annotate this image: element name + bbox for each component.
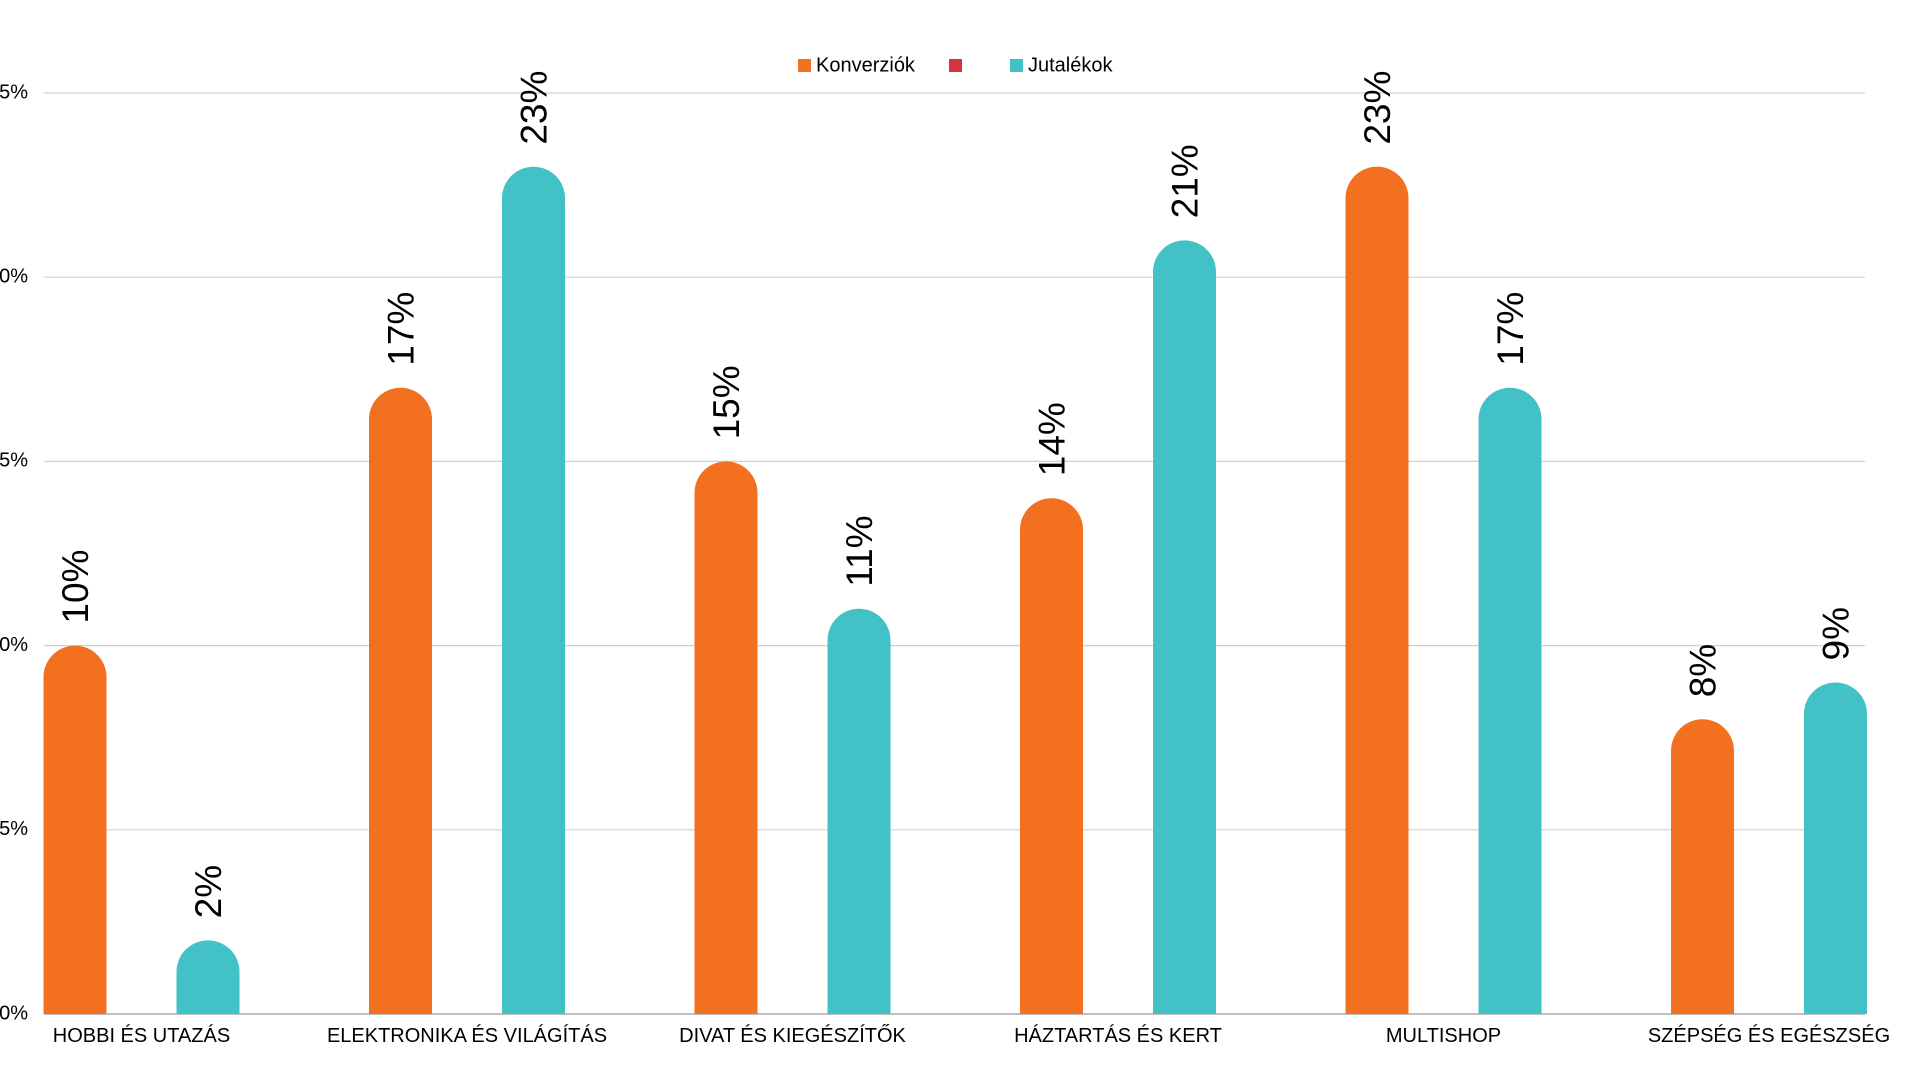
y-tick-label: 0% bbox=[0, 1002, 28, 1024]
value-label: 14% bbox=[1032, 402, 1073, 476]
y-tick-label: 10% bbox=[0, 634, 28, 656]
legend-swatch bbox=[798, 59, 811, 72]
value-label: 11% bbox=[839, 515, 880, 586]
value-label: 17% bbox=[381, 292, 422, 366]
x-tick-label: HOBBI ÉS UTAZÁS bbox=[53, 1024, 230, 1047]
legend-label: Konverziók bbox=[816, 54, 916, 76]
bar bbox=[1020, 498, 1083, 1014]
value-label: 10% bbox=[55, 550, 96, 624]
value-label: 15% bbox=[706, 365, 747, 439]
value-label: 17% bbox=[1490, 292, 1531, 366]
legend-swatch bbox=[1010, 59, 1023, 72]
bar bbox=[369, 387, 432, 1015]
bar bbox=[1153, 240, 1216, 1015]
bar bbox=[827, 608, 891, 1014]
y-tick-label: 20% bbox=[0, 265, 28, 287]
x-tick-label: MULTISHOP bbox=[1386, 1025, 1501, 1047]
legend-swatch bbox=[949, 59, 962, 72]
value-label: 23% bbox=[514, 71, 555, 145]
bar bbox=[176, 940, 240, 1014]
bar bbox=[1478, 387, 1542, 1015]
x-tick-label: HÁZTARTÁS ÉS KERT bbox=[1014, 1024, 1222, 1047]
value-label: 2% bbox=[188, 865, 229, 918]
bar bbox=[1671, 719, 1734, 1014]
x-tick-label: DIVAT ÉS KIEGÉSZÍTŐK bbox=[679, 1024, 906, 1047]
bar bbox=[43, 645, 107, 1014]
value-label: 21% bbox=[1165, 144, 1206, 218]
x-tick-label: ELEKTRONIKA ÉS VILÁGÍTÁS bbox=[327, 1024, 607, 1047]
value-label: 8% bbox=[1683, 644, 1724, 697]
bar bbox=[1804, 682, 1867, 1014]
bar bbox=[502, 166, 565, 1014]
value-label: 23% bbox=[1357, 71, 1398, 145]
bar bbox=[1345, 166, 1409, 1014]
y-tick-label: 5% bbox=[0, 818, 28, 840]
value-label: 9% bbox=[1816, 607, 1857, 660]
y-tick-label: 25% bbox=[0, 81, 28, 103]
legend-label: Jutalékok bbox=[1028, 54, 1113, 76]
x-tick-label: SZÉPSÉG ÉS EGÉSZSÉG bbox=[1648, 1024, 1890, 1047]
y-tick-label: 15% bbox=[0, 450, 28, 472]
bar bbox=[694, 461, 758, 1014]
